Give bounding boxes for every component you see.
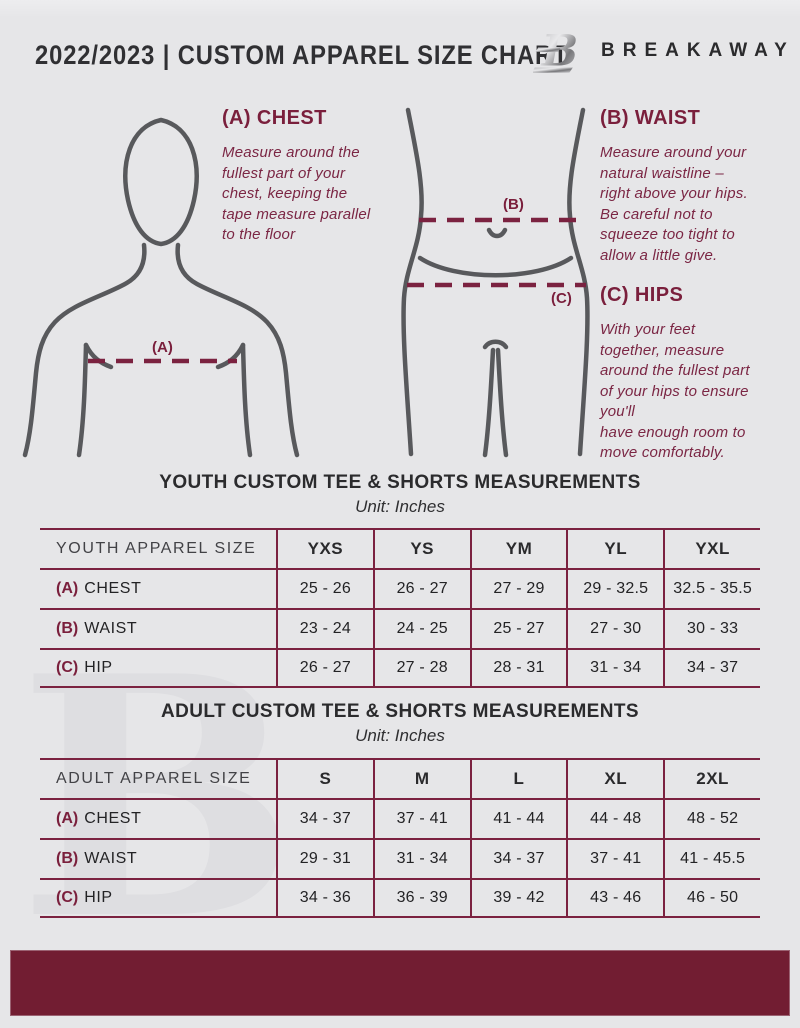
youth-size-table: YOUTH APPAREL SIZE YXS YS YM YL YXL (A) …	[40, 528, 760, 688]
waist-guide: (B) WAIST Measure around your natural wa…	[600, 107, 790, 266]
table-cell: 34 - 37	[276, 800, 373, 838]
table-cell: 41 - 44	[469, 800, 567, 838]
upper-torso-figure	[22, 117, 300, 458]
row-label: (A) CHEST	[40, 800, 276, 838]
table-cell: 27 - 30	[566, 610, 663, 648]
waist-guide-heading: (B) WAIST	[600, 107, 701, 129]
table-cell: 39 - 42	[469, 880, 567, 916]
size-header: YL	[566, 530, 663, 568]
size-header: XL	[566, 760, 663, 798]
footer-bar	[10, 950, 790, 1016]
row-label: (B) WAIST	[40, 610, 276, 648]
table-cell: 23 - 24	[276, 610, 373, 648]
table-cell: 41 - 45.5	[663, 840, 760, 878]
row-name: HIP	[84, 659, 113, 676]
table-cell: 26 - 27	[372, 570, 470, 608]
table-row-waist: (B) WAIST 29 - 31 31 - 34 34 - 37 37 - 4…	[40, 838, 760, 878]
row-marker: (B)	[56, 850, 79, 867]
table-cell: 31 - 34	[566, 650, 663, 686]
table-cell: 48 - 52	[663, 800, 760, 838]
table-row-hip: (C) HIP 26 - 27 27 - 28 28 - 31 31 - 34 …	[40, 648, 760, 688]
size-header: M	[372, 760, 470, 798]
waist-guide-body: Measure around your natural waistline – …	[600, 144, 748, 264]
table-cell: 25 - 27	[469, 610, 567, 648]
row-label: (B) WAIST	[40, 840, 276, 878]
table-row-hip: (C) HIP 34 - 36 36 - 39 39 - 42 43 - 46 …	[40, 878, 760, 918]
table-header-row: YOUTH APPAREL SIZE YXS YS YM YL YXL	[40, 528, 760, 568]
row-marker: (A)	[56, 810, 79, 827]
table-cell: 37 - 41	[372, 800, 470, 838]
adult-size-table: ADULT APPAREL SIZE S M L XL 2XL (A) CHES…	[40, 758, 760, 918]
size-header: L	[469, 760, 567, 798]
brand-name: BREAKAWAY	[601, 40, 795, 61]
table-cell: 31 - 34	[372, 840, 470, 878]
size-header: S	[276, 760, 373, 798]
row-name: CHEST	[84, 580, 142, 597]
table-cell: 32.5 - 35.5	[663, 570, 760, 608]
adult-section-unit: Unit: Inches	[355, 726, 445, 745]
table-cell: 29 - 32.5	[566, 570, 663, 608]
youth-section-title: YOUTH CUSTOM TEE & SHORTS MEASUREMENTS	[159, 472, 641, 493]
table-cell: 29 - 31	[276, 840, 373, 878]
row-name: WAIST	[84, 850, 138, 867]
table-cell: 25 - 26	[276, 570, 373, 608]
row-marker: (B)	[56, 620, 79, 637]
table-cell: 34 - 36	[276, 880, 373, 916]
hips-guide-heading: (C) HIPS	[600, 284, 684, 306]
table-row-chest: (A) CHEST 34 - 37 37 - 41 41 - 44 44 - 4…	[40, 798, 760, 838]
size-label-header: ADULT APPAREL SIZE	[56, 770, 252, 787]
table-cell: 34 - 37	[663, 650, 760, 686]
table-row-chest: (A) CHEST 25 - 26 26 - 27 27 - 29 29 - 3…	[40, 568, 760, 608]
table-cell: 26 - 27	[276, 650, 373, 686]
size-header: YXS	[276, 530, 373, 568]
row-name: WAIST	[84, 620, 138, 637]
table-header-row: ADULT APPAREL SIZE S M L XL 2XL	[40, 758, 760, 798]
waist-marker-label: (B)	[503, 196, 524, 213]
size-header: YXL	[663, 530, 760, 568]
table-cell: 46 - 50	[663, 880, 760, 916]
row-marker: (C)	[56, 659, 79, 676]
table-cell: 43 - 46	[566, 880, 663, 916]
row-label: (C) HIP	[40, 650, 276, 686]
chest-guide: (A) CHEST Measure around the fullest par…	[222, 107, 412, 246]
hip-marker-label: (C)	[551, 290, 572, 307]
row-label: (C) HIP	[40, 880, 276, 916]
row-label: (A) CHEST	[40, 570, 276, 608]
size-header: YS	[372, 530, 470, 568]
table-cell: 44 - 48	[566, 800, 663, 838]
table-cell: 34 - 37	[469, 840, 567, 878]
table-cell: 36 - 39	[372, 880, 470, 916]
size-label-header: YOUTH APPAREL SIZE	[56, 540, 257, 557]
row-marker: (C)	[56, 889, 79, 906]
chest-guide-body: Measure around the fullest part of your …	[222, 144, 371, 243]
lower-body-figure	[401, 107, 590, 458]
row-name: CHEST	[84, 810, 142, 827]
table-row-waist: (B) WAIST 23 - 24 24 - 25 25 - 27 27 - 3…	[40, 608, 760, 648]
page-title: 2022/2023 | CUSTOM APPAREL SIZE CHART	[35, 40, 569, 70]
table-cell: 30 - 33	[663, 610, 760, 648]
chest-marker-label: (A)	[152, 339, 173, 356]
hips-guide: (C) HIPS With your feet together, measur…	[600, 284, 790, 464]
table-cell: 27 - 29	[469, 570, 567, 608]
chest-guide-heading: (A) CHEST	[222, 107, 327, 129]
table-cell: 24 - 25	[372, 610, 470, 648]
row-marker: (A)	[56, 580, 79, 597]
adult-section-title: ADULT CUSTOM TEE & SHORTS MEASUREMENTS	[161, 701, 639, 722]
table-cell: 28 - 31	[469, 650, 567, 686]
size-header: 2XL	[663, 760, 760, 798]
hips-guide-body: With your feet together, measure around …	[600, 321, 750, 461]
table-cell: 27 - 28	[372, 650, 470, 686]
brand-block: B BREAKAWAY	[533, 22, 795, 80]
youth-section-unit: Unit: Inches	[355, 497, 445, 516]
row-name: HIP	[84, 889, 113, 906]
table-cell: 37 - 41	[566, 840, 663, 878]
breakaway-b-logo-icon: B	[533, 26, 578, 77]
size-header: YM	[469, 530, 567, 568]
